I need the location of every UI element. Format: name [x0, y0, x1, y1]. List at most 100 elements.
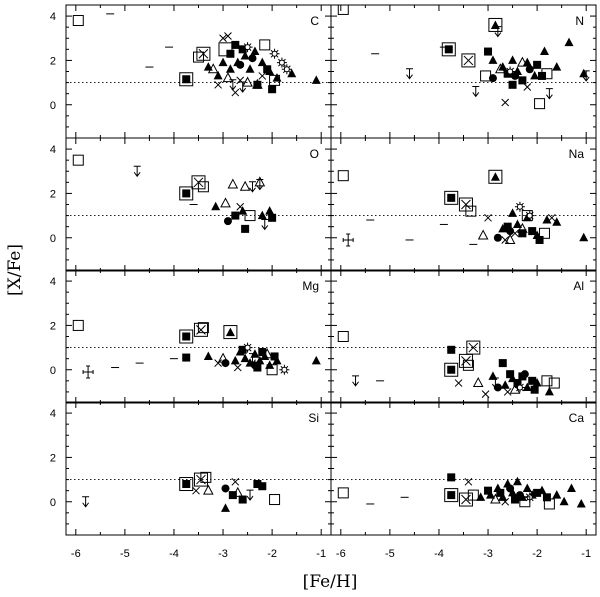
data-point-filled-square — [263, 65, 272, 74]
panel-element-label: Na — [569, 147, 585, 161]
data-point-filled-triangle — [576, 498, 586, 508]
data-point-cross — [454, 379, 463, 387]
panel-frame — [330, 269, 597, 404]
data-point-filled-square — [528, 376, 537, 385]
data-point-filled-square — [518, 229, 527, 238]
data-point-upper-limit — [133, 165, 141, 178]
data-point-cross — [503, 388, 512, 396]
data-point-filled-circle — [223, 217, 232, 226]
data-point-boxed-cross-box — [458, 492, 473, 507]
data-point-filled-triangle — [579, 68, 589, 78]
data-point-open-triangle — [239, 180, 251, 191]
y-tick-label: 4 — [50, 11, 56, 23]
data-point-upper-limit — [248, 181, 256, 193]
data-point-boxed-square — [444, 190, 459, 205]
data-point-upper-limit — [261, 218, 269, 231]
data-point-filled-square — [182, 480, 191, 489]
data-point-cross — [481, 390, 490, 398]
data-point-filled-square — [447, 365, 456, 374]
data-point-boxed-cross-box — [461, 53, 476, 68]
data-point-open-triangle — [490, 493, 501, 504]
data-point-filled-triangle — [213, 70, 223, 80]
y-tick-label: 2 — [50, 452, 56, 464]
data-point-filled-square — [238, 45, 247, 54]
data-point-filled-square — [238, 345, 247, 354]
data-point-open-square — [193, 51, 204, 63]
x-tick-label: -1 — [581, 548, 591, 560]
y-tick-label: 2 — [50, 188, 56, 200]
data-point-cross — [501, 497, 510, 506]
data-point-upper-limit — [239, 81, 247, 93]
panel-frame — [330, 401, 597, 536]
data-point-filled-square — [518, 76, 527, 85]
data-point-open-triangle — [232, 486, 244, 497]
data-point-open-square — [462, 359, 474, 371]
data-point-open-square — [465, 205, 477, 217]
data-point-filled-square — [484, 47, 493, 56]
data-point-filled-triangle — [203, 62, 213, 71]
data-point-boxed-square — [444, 488, 459, 503]
data-point-filled-square — [535, 235, 544, 244]
data-point-filled-square — [182, 75, 191, 84]
data-point-filled-circle — [506, 227, 515, 236]
data-point-filled-square — [226, 49, 235, 58]
data-point-filled-square — [253, 80, 262, 89]
x-tick-label: -1 — [316, 548, 326, 560]
y-tick-label: 0 — [50, 365, 56, 377]
data-point-upper-limit — [246, 489, 254, 501]
data-point-open-triangle — [477, 229, 489, 240]
data-point-open-square — [538, 227, 550, 239]
panel-frame — [65, 137, 332, 272]
data-point-boxed-cross — [461, 356, 471, 366]
data-point-filled-triangle — [512, 476, 522, 486]
data-point-star-center — [278, 59, 285, 66]
data-point-open-triangle — [261, 348, 273, 359]
panel-al: Al — [330, 269, 597, 404]
data-point-open-square — [337, 5, 349, 15]
data-point-filled-triangle — [488, 55, 498, 64]
data-point-filled-triangle — [220, 503, 230, 512]
panel-frame — [330, 137, 597, 272]
data-point-boxed-cross-box — [466, 340, 481, 355]
data-point-filled-triangle — [552, 490, 562, 499]
data-points — [72, 154, 277, 233]
data-point-boxed-cross — [461, 494, 471, 505]
data-point-filled-square — [444, 45, 453, 54]
data-point-filled-circle — [248, 54, 257, 63]
data-point-filled-triangle — [225, 64, 235, 73]
x-tick-label: -6 — [71, 548, 81, 560]
data-point-open-triangle — [227, 178, 239, 189]
data-point-boxed-triangle-box — [488, 169, 503, 184]
data-point-open-square — [197, 181, 209, 193]
data-point-filled-triangle — [488, 371, 498, 380]
data-point-star-center — [526, 212, 533, 219]
x-tick-label: -3 — [483, 548, 493, 560]
data-point-filled-triangle — [532, 378, 542, 387]
y-tick-label: 4 — [50, 408, 56, 420]
data-point-open-square — [200, 471, 212, 483]
data-point-boxed-cross — [461, 199, 471, 210]
data-point-filled-triangle — [522, 483, 532, 492]
data-point-filled-square — [513, 379, 522, 388]
data-point-filled-circle — [221, 484, 230, 493]
data-point-filled-square — [447, 473, 456, 482]
data-point-cross — [236, 202, 245, 211]
panel-c: 0 2 4 C — [50, 4, 332, 139]
data-point-open-triangle — [207, 63, 219, 74]
data-point-cross — [214, 80, 222, 89]
data-point-filled-triangle — [508, 373, 518, 383]
data-point-boxed-triangle-box — [223, 325, 238, 340]
data-point-filled-triangle — [552, 62, 562, 71]
data-point-filled-triangle — [311, 355, 321, 365]
data-point-star-center — [283, 66, 290, 73]
data-point-filled-triangle — [498, 62, 508, 71]
data-point-filled-square — [503, 222, 512, 231]
x-tick-label: -6 — [336, 548, 346, 560]
data-point-boxed-square — [218, 42, 233, 57]
data-point-filled-triangle — [579, 232, 589, 242]
data-point-filled-square — [231, 211, 240, 220]
data-point-filled-triangle — [522, 382, 532, 391]
data-point-cross — [464, 477, 473, 486]
